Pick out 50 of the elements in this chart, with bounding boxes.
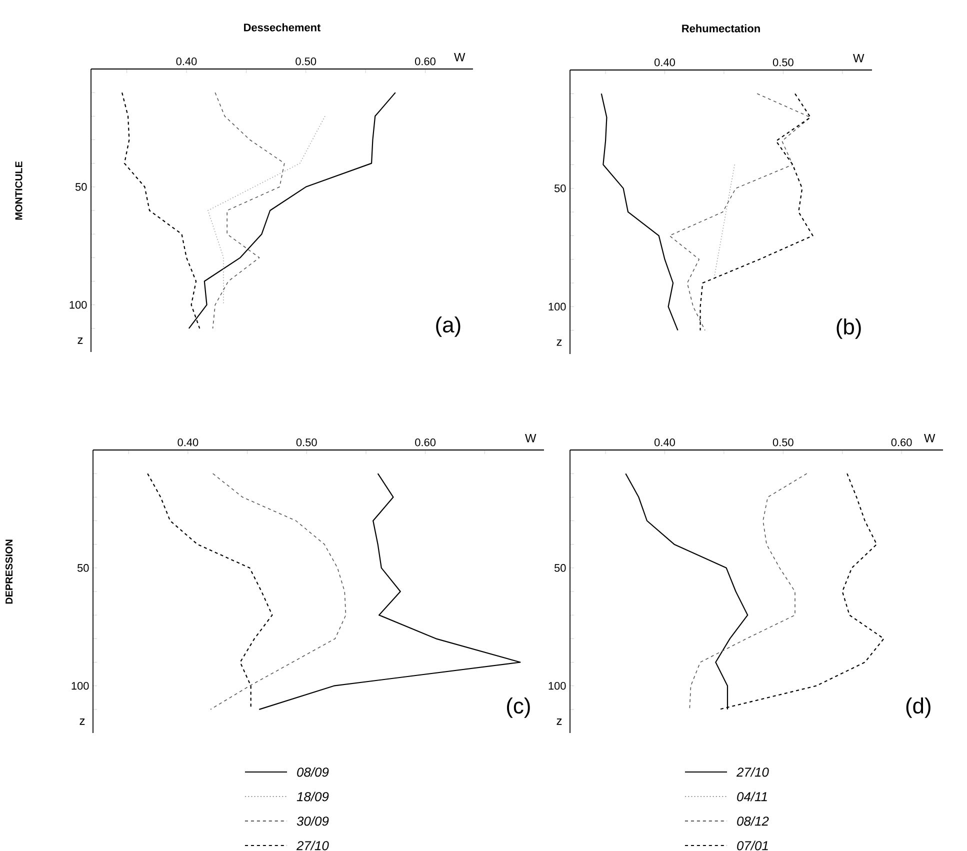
x-tick-label: 0.40 (654, 58, 675, 66)
x-axis-title: W (525, 434, 536, 442)
x-tick-label: 0.50 (296, 438, 317, 446)
line-series (600, 93, 678, 331)
legend-label: 07/01 (737, 840, 768, 850)
x-tick-label: 0.40 (178, 438, 198, 446)
x-tick-label: 0.50 (772, 438, 794, 446)
x-axis-title: W (924, 434, 936, 442)
y-tick-label: 100 (70, 300, 87, 309)
legend-label: 18/09 (296, 792, 329, 802)
x-tick-label: 0.60 (415, 438, 436, 446)
annotation: (a) (436, 316, 460, 337)
x-tick-label: 0.40 (654, 438, 675, 446)
line-series (700, 93, 814, 331)
text: DEPRESSION (6, 540, 13, 604)
y-tick-label: 100 (548, 302, 566, 311)
legend-label: 08/12 (737, 816, 769, 826)
annotation: (d) (906, 697, 930, 718)
y-tick-label: 100 (548, 682, 566, 690)
y-tick-label: 50 (75, 183, 87, 191)
annotation: (b) (836, 318, 861, 339)
y-tick-label: 50 (554, 564, 566, 572)
line-series (689, 473, 808, 710)
y-axis-title: z (556, 718, 562, 725)
line-series (210, 473, 346, 710)
x-tick-label: 0.50 (296, 57, 316, 66)
x-tick-label: 0.60 (415, 57, 436, 66)
y-axis-title: z (78, 338, 83, 344)
y-tick-label: 100 (72, 682, 89, 690)
x-axis-title: W (454, 53, 466, 62)
x-tick-label: 0.40 (176, 57, 197, 66)
line-series (212, 92, 285, 329)
legend-label: 08/09 (297, 767, 329, 777)
chart-title: Rehumectation (682, 24, 760, 32)
y-axis-title: z (556, 339, 562, 346)
x-tick-label: 0.50 (772, 58, 794, 66)
line-series (208, 116, 326, 306)
legend-label: 30/09 (296, 816, 329, 826)
line-series (669, 93, 811, 331)
legend-label: 04/11 (737, 792, 767, 802)
y-axis-title: z (80, 718, 85, 725)
legend-label: 27/10 (736, 767, 769, 777)
y-tick-label: 50 (77, 564, 89, 572)
x-tick-label: 0.60 (891, 438, 912, 446)
chart-title: Dessechement (244, 23, 321, 32)
x-axis-title: W (853, 54, 864, 62)
text: MONTICULE (15, 161, 22, 220)
legend-label: 27/10 (296, 840, 329, 850)
annotation: (c) (507, 697, 530, 718)
y-tick-label: 50 (554, 184, 566, 192)
